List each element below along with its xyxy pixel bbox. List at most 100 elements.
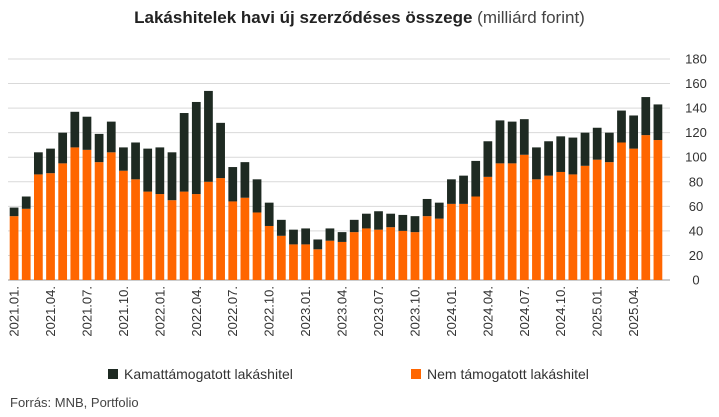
bar-supported — [495, 120, 505, 164]
bar-nonsupported — [629, 148, 639, 280]
bar-nonsupported — [398, 230, 408, 280]
bar-supported — [483, 141, 493, 177]
bar-supported — [641, 97, 651, 136]
bar-nonsupported — [641, 135, 651, 280]
bar-supported — [386, 213, 396, 228]
x-tick-label: 2023.10. — [407, 286, 422, 337]
bar-supported — [422, 198, 432, 217]
legend-swatch-nonsupport — [411, 369, 421, 379]
y-tick-label: 60 — [689, 199, 703, 214]
bar-supported — [106, 121, 116, 153]
bar-nonsupported — [459, 203, 468, 280]
bar-nonsupported — [410, 232, 420, 280]
bar-nonsupported — [361, 228, 371, 280]
bar-supported — [131, 142, 140, 180]
bar-nonsupported — [495, 163, 505, 280]
bar-supported — [580, 132, 590, 166]
legend-label-nonsupport: Nem támogatott lakáshitel — [427, 366, 589, 382]
bar-nonsupported — [264, 225, 274, 280]
bar-supported — [46, 148, 55, 174]
bar-nonsupported — [434, 218, 444, 280]
bar-nonsupported — [252, 212, 262, 280]
bar-supported — [653, 104, 663, 141]
bar-nonsupported — [617, 142, 626, 280]
bar-nonsupported — [313, 249, 323, 280]
source-note: Forrás: MNB, Portfolio — [10, 395, 139, 410]
bar-nonsupported — [119, 170, 128, 280]
bar-nonsupported — [592, 159, 602, 280]
bar-supported — [337, 232, 347, 242]
bar-nonsupported — [544, 175, 553, 280]
bar-supported — [21, 196, 31, 209]
bar-nonsupported — [106, 152, 116, 280]
y-tick-label: 20 — [689, 248, 703, 263]
x-tick-label: 2022.07. — [225, 286, 240, 337]
x-tick-label: 2021.07. — [79, 286, 94, 337]
x-tick-label: 2024.10. — [553, 286, 568, 337]
bar-nonsupported — [471, 196, 481, 280]
bar-nonsupported — [143, 191, 153, 280]
bar-nonsupported — [191, 194, 201, 280]
legend-label-support: Kamattámogatott lakáshitel — [124, 366, 293, 382]
x-tick-label: 2024.07. — [517, 286, 532, 337]
bar-nonsupported — [580, 165, 590, 280]
bar-supported — [544, 141, 553, 176]
y-tick-label: 100 — [685, 150, 707, 165]
bar-nonsupported — [556, 171, 566, 280]
bar-supported — [374, 211, 383, 230]
bar-supported — [240, 162, 250, 198]
bar-supported — [410, 216, 420, 233]
x-tick-label: 2024.01. — [444, 286, 459, 337]
legend-item-support: Kamattámogatott lakáshitel — [108, 366, 293, 382]
bar-supported — [289, 229, 298, 245]
bar-nonsupported — [155, 194, 165, 280]
bar-nonsupported — [289, 244, 298, 280]
bar-supported — [313, 239, 323, 250]
x-tick-label: 2023.07. — [371, 286, 386, 337]
bar-supported — [252, 179, 262, 213]
bar-nonsupported — [386, 227, 396, 280]
bar-supported — [629, 115, 639, 149]
x-tick-label: 2023.04. — [335, 286, 350, 337]
bar-nonsupported — [46, 173, 55, 280]
bar-nonsupported — [519, 154, 529, 280]
y-tick-label: 120 — [685, 125, 707, 140]
bar-supported — [434, 202, 444, 219]
bar-supported — [568, 137, 578, 175]
chart-title-main: Lakáshitelek havi új szerződéses összege — [134, 8, 473, 27]
bar-supported — [82, 116, 92, 150]
bar-nonsupported — [447, 203, 456, 280]
bar-supported — [179, 113, 189, 192]
bar-nonsupported — [82, 149, 92, 280]
bar-supported — [556, 136, 566, 172]
bar-nonsupported — [422, 216, 432, 280]
bar-nonsupported — [33, 174, 43, 280]
bar-supported — [216, 122, 225, 179]
bar-supported — [94, 133, 104, 163]
bar-supported — [204, 90, 213, 182]
bar-nonsupported — [604, 162, 614, 280]
bar-supported — [155, 147, 165, 195]
bar-supported — [70, 111, 80, 148]
bar-nonsupported — [507, 163, 517, 280]
bar-supported — [301, 228, 311, 245]
bar-supported — [398, 214, 408, 231]
bar-nonsupported — [240, 197, 250, 280]
bar-nonsupported — [568, 174, 578, 280]
x-tick-label: 2024.04. — [480, 286, 495, 337]
bar-supported — [519, 119, 529, 155]
y-tick-label: 80 — [689, 174, 703, 189]
x-tick-label: 2021.10. — [116, 286, 131, 337]
bar-nonsupported — [58, 163, 68, 280]
bar-supported — [264, 202, 274, 226]
y-tick-label: 40 — [689, 223, 703, 238]
bar-supported — [604, 132, 614, 163]
x-tick-label: 2021.04. — [43, 286, 58, 337]
bar-nonsupported — [9, 216, 19, 280]
bar-supported — [361, 213, 371, 229]
bar-supported — [532, 147, 541, 180]
x-tick-label: 2022.04. — [189, 286, 204, 337]
bar-nonsupported — [325, 240, 335, 280]
bar-supported — [276, 219, 286, 236]
bar-nonsupported — [349, 232, 359, 280]
